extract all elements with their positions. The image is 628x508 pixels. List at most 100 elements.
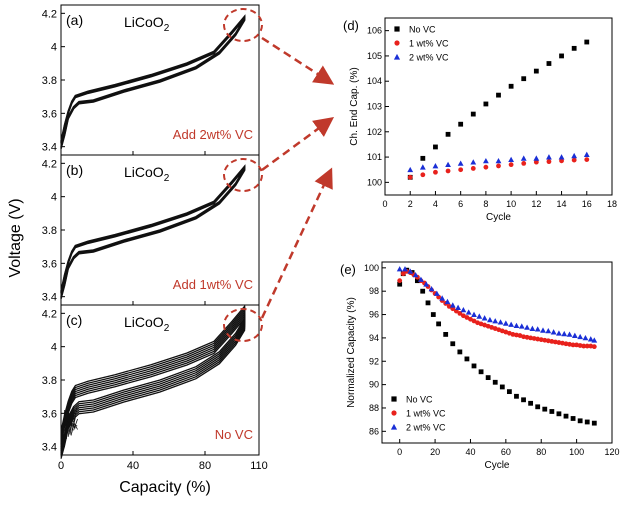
voltage-noise-segment xyxy=(70,406,78,436)
data-point-square xyxy=(556,411,562,417)
data-point-square xyxy=(457,349,463,355)
data-point-triangle xyxy=(471,311,477,317)
data-point-square xyxy=(514,393,519,399)
series-1-wt-vc xyxy=(397,268,597,350)
x-axis-label: Cycle xyxy=(484,460,509,471)
condition-label: Add 2wt% VC xyxy=(173,127,253,142)
data-point-circle xyxy=(574,342,580,348)
data-point-triangle xyxy=(407,166,414,173)
data-point-triangle xyxy=(419,164,426,170)
data-point-circle xyxy=(546,159,552,165)
data-point-triangle xyxy=(492,318,499,324)
x-tick-label: 20 xyxy=(430,447,440,457)
x-tick-label: 6 xyxy=(458,199,463,209)
x-tick-label: 100 xyxy=(569,447,584,457)
data-point-circle xyxy=(571,157,577,163)
data-point-circle xyxy=(584,157,590,163)
data-point-triangle xyxy=(571,332,578,338)
x-tick-label: 0 xyxy=(382,199,387,209)
data-point-circle xyxy=(570,342,576,348)
material-subscript: 2 xyxy=(164,23,170,34)
data-point-triangle xyxy=(439,295,446,301)
data-point-square xyxy=(492,379,498,385)
voltage-curve xyxy=(60,304,246,459)
data-point-triangle xyxy=(393,53,401,60)
data-point-square xyxy=(508,83,514,89)
material-label: LiCoO2 xyxy=(124,314,170,334)
data-point-circle xyxy=(521,160,527,166)
data-point-square xyxy=(470,111,476,117)
legend-label: No VC xyxy=(406,395,433,405)
data-point-triangle xyxy=(402,266,408,272)
material-subscript: 2 xyxy=(164,173,170,184)
condition-label: Add 1wt% VC xyxy=(173,277,253,292)
panel-label: (c) xyxy=(66,312,82,328)
y-tick-label: 103 xyxy=(367,102,382,112)
arrow-a-to-d xyxy=(261,36,335,85)
data-point-square xyxy=(397,281,403,287)
data-point-triangle xyxy=(556,330,562,336)
data-point-triangle xyxy=(558,154,565,160)
chart-e: (e) 0 20 40 60 80 100 120 86 88 90 92 94 96 98 100 Cycle… xyxy=(340,261,620,471)
data-point-triangle xyxy=(433,290,440,296)
data-point-triangle xyxy=(571,152,578,159)
arrow-c-to-d xyxy=(260,167,333,319)
series-no-vc xyxy=(407,39,590,180)
data-point-square xyxy=(549,409,555,414)
legend-label: 2 wt% VC xyxy=(409,53,449,63)
y-tick-label: 3.6 xyxy=(42,258,57,270)
data-point-square xyxy=(584,419,590,425)
left-voltage-panels: Voltage (V) Capacity (%) 3.4 3.6 3.8 4 4.2 (a… xyxy=(7,4,268,496)
x-tick-label: 60 xyxy=(501,447,511,457)
data-point-circle xyxy=(538,337,544,343)
data-point-square xyxy=(433,144,438,150)
series-1-wt-vc xyxy=(407,157,590,180)
x-tick-label: 10 xyxy=(506,199,516,209)
data-point-square xyxy=(414,278,420,284)
data-point-triangle xyxy=(566,331,573,337)
data-point-triangle xyxy=(587,336,594,342)
data-point-circle xyxy=(514,332,519,338)
series-2-wt-vc xyxy=(407,151,590,173)
y-tick-label: 86 xyxy=(369,426,379,436)
voltage-noise-segment xyxy=(66,410,74,433)
data-point-circle xyxy=(510,332,516,337)
x-tick-label: 14 xyxy=(557,199,567,209)
data-point-circle xyxy=(552,339,558,345)
data-point-square xyxy=(499,384,505,390)
voltage-curve xyxy=(60,14,246,149)
data-point-circle xyxy=(394,40,400,46)
y-tick-label: 4.2 xyxy=(42,8,57,20)
data-point-triangle xyxy=(423,281,430,287)
data-point-triangle xyxy=(546,154,552,160)
y-tick-label: 104 xyxy=(367,76,382,86)
x-tick-label: 40 xyxy=(465,447,475,457)
panel-label: (b) xyxy=(66,162,83,178)
voltage-noise-segment xyxy=(64,411,68,442)
data-point-triangle xyxy=(465,309,472,315)
data-point-triangle xyxy=(476,313,483,319)
data-point-square xyxy=(521,397,526,403)
data-point-circle xyxy=(545,338,551,344)
y-axis-label: Ch. End Cap. (%) xyxy=(349,67,360,145)
data-point-square xyxy=(542,406,548,412)
data-point-triangle xyxy=(524,324,530,330)
material-subscript: 2 xyxy=(164,323,170,334)
data-point-circle xyxy=(581,343,587,349)
x-tick-label: 4 xyxy=(433,199,438,209)
x-tick-label: 0 xyxy=(397,447,402,457)
y-tick-label: 102 xyxy=(367,127,382,137)
data-point-circle xyxy=(542,337,548,343)
data-point-square xyxy=(394,26,400,32)
data-point-triangle xyxy=(495,157,502,164)
y-tick-label: 3.4 xyxy=(42,442,57,454)
y-tick-label: 100 xyxy=(367,177,382,187)
y-tick-label: 3.8 xyxy=(42,225,57,237)
data-point-square xyxy=(571,45,577,51)
data-point-square xyxy=(420,155,426,161)
plot-frame xyxy=(381,261,613,444)
data-point-triangle xyxy=(487,316,493,323)
data-point-circle xyxy=(528,335,534,341)
data-point-triangle xyxy=(550,329,557,335)
